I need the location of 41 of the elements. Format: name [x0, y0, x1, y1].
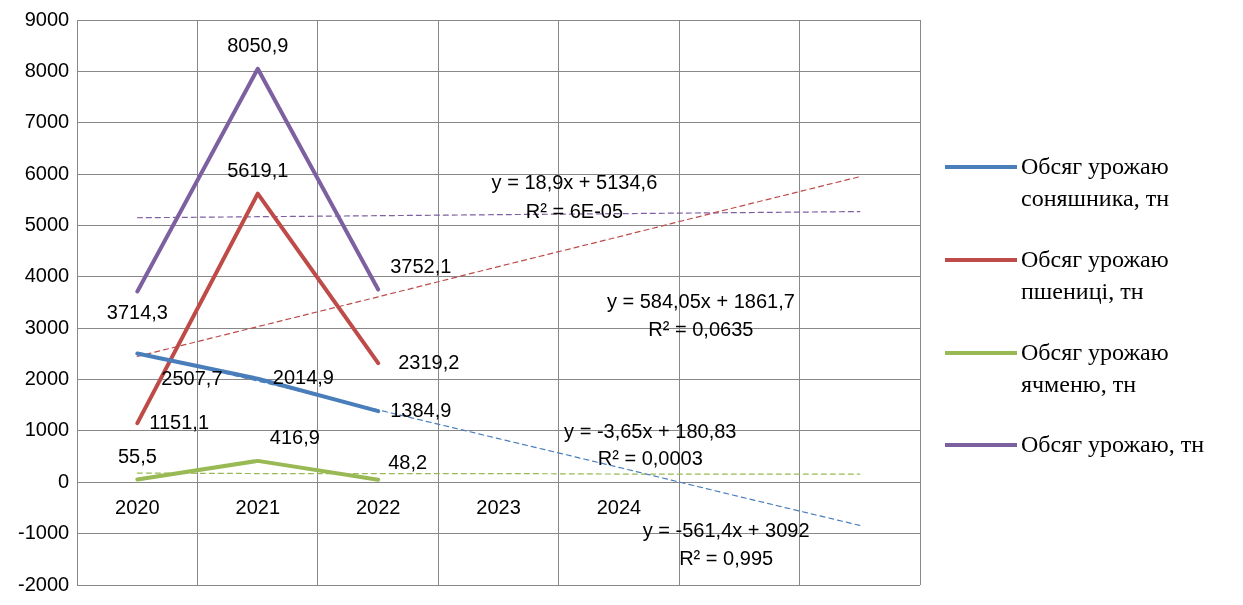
- data-label: 2507,7: [161, 366, 223, 389]
- y-tick-label: 3000: [24, 315, 70, 338]
- data-label: 5619,1: [227, 159, 289, 182]
- data-label: 55,5: [117, 444, 157, 467]
- data-label: 1384,9: [390, 398, 452, 421]
- data-label: 8050,9: [227, 34, 289, 57]
- y-tick-label: -1000: [18, 521, 70, 544]
- x-tick-label: 2021: [235, 495, 281, 518]
- annotation: y = 18,9x + 5134,6: [491, 171, 658, 194]
- data-label: 2014,9: [272, 366, 334, 389]
- legend-label: Обсяг урожаю, тн: [1021, 430, 1204, 460]
- y-tick-label: 0: [58, 469, 70, 492]
- data-label: 1151,1: [149, 410, 210, 433]
- x-tick-label: 2022: [355, 495, 401, 518]
- y-tick-label: 7000: [24, 110, 70, 133]
- data-label: 2319,2: [398, 350, 460, 373]
- y-tick-label: 1000: [24, 418, 70, 441]
- x-tick-label: 2020: [115, 495, 160, 518]
- data-label: 3752,1: [390, 255, 452, 278]
- legend-label: Обсяг урожаю пшениці, тн: [1021, 244, 1170, 307]
- y-tick-label: 4000: [24, 264, 70, 287]
- y-tick-label: 6000: [24, 161, 70, 184]
- x-tick-label: 2023: [476, 495, 521, 518]
- annotation: y = -561,4x + 3092: [642, 518, 810, 541]
- y-tick-label: -2000: [18, 572, 70, 595]
- annotation: y = -3,65x + 180,83: [564, 419, 737, 442]
- annotation: R² = 0,995: [679, 547, 774, 570]
- data-label: 416,9: [269, 426, 320, 449]
- legend-label: Обсяг урожаю соняшника, тн: [1021, 152, 1170, 214]
- data-label: 48,2: [388, 451, 428, 474]
- y-tick-label: 9000: [24, 7, 70, 30]
- annotation: y = 584,05x + 1861,7: [606, 290, 795, 313]
- annotation: R² = 0,0003: [597, 447, 703, 470]
- annotation: R² = 0,0635: [648, 318, 754, 341]
- y-tick-label: 5000: [24, 212, 70, 235]
- annotation: R² = 6E-05: [525, 199, 624, 222]
- legend-label: Обсяг урожаю ячменю, тн: [1021, 337, 1170, 399]
- y-tick-label: 8000: [24, 58, 70, 81]
- x-tick-label: 2024: [596, 495, 642, 518]
- y-tick-label: 2000: [24, 367, 70, 390]
- data-label: 3714,3: [106, 301, 168, 324]
